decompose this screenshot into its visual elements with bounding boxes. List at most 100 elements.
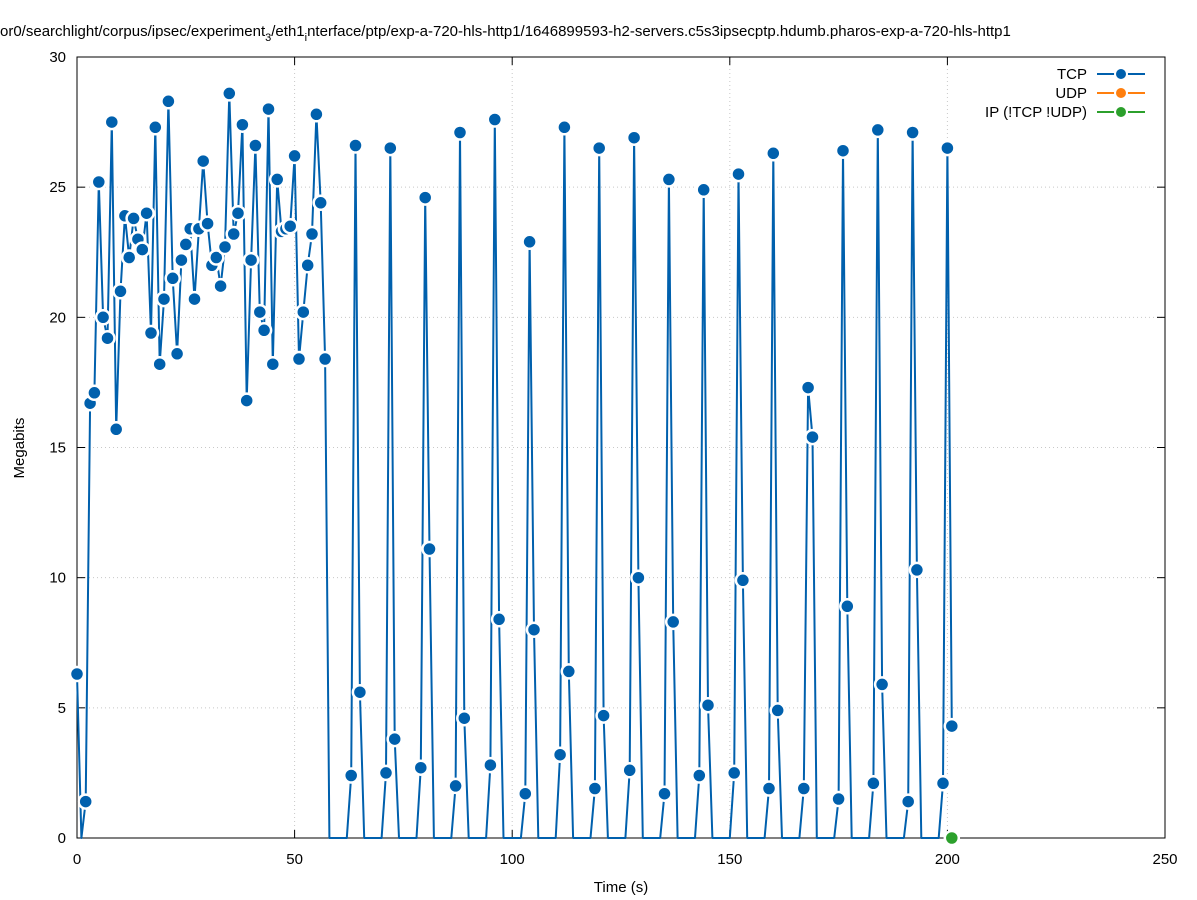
data-point (103, 113, 121, 131)
x-tick-label: 100 (500, 851, 525, 868)
data-point (699, 696, 717, 714)
data-point (308, 106, 325, 123)
data-point (873, 676, 891, 693)
y-tick-labels: 0 5 10 15 20 25 30 (49, 49, 66, 847)
data-point (939, 139, 956, 157)
data-point (765, 145, 782, 162)
y-tick-label: 15 (49, 440, 66, 457)
data-point (160, 93, 177, 110)
legend-label: UDP (1055, 85, 1087, 102)
series-line-tcp (76, 92, 953, 839)
data-point (290, 350, 308, 368)
data-point (691, 767, 708, 784)
data-point (134, 241, 151, 258)
data-point (760, 780, 778, 797)
data-point (199, 215, 216, 232)
data-point (155, 290, 173, 308)
data-point (90, 173, 108, 191)
data-point (482, 756, 499, 774)
data-point (238, 392, 255, 409)
data-point (734, 572, 752, 589)
y-axis-label: Megabits (11, 418, 28, 479)
x-tick-label: 0 (73, 851, 81, 868)
data-point (94, 309, 112, 326)
y-tick-label: 25 (49, 179, 66, 196)
legend-label: IP (!TCP !UDP) (985, 104, 1087, 121)
data-point (295, 303, 312, 321)
legend-item-tcp: TCP (1057, 66, 1145, 83)
data-point (264, 355, 282, 373)
data-point (664, 613, 682, 631)
data-point (221, 85, 238, 102)
data-point (621, 762, 638, 779)
data-point (86, 384, 103, 402)
y-tick-label: 0 (58, 830, 66, 847)
data-point (208, 249, 225, 266)
data-point (68, 665, 86, 683)
data-point (695, 181, 712, 199)
data-point (247, 137, 264, 154)
data-point (164, 270, 181, 287)
data-point (147, 119, 164, 136)
x-tick-labels: 0 50 100 150 200 250 (73, 851, 1178, 868)
x-tick-label: 250 (1152, 851, 1177, 868)
data-point (934, 775, 952, 792)
data-point (412, 759, 430, 776)
data-point (943, 717, 961, 735)
legend-item-udp: UDP (1055, 85, 1145, 102)
y-tick-label: 30 (49, 49, 66, 66)
data-point (490, 611, 508, 628)
data-point (869, 121, 887, 139)
series-tcp (68, 85, 961, 839)
data-point (456, 709, 473, 727)
data-point (804, 428, 821, 446)
legend-label: TCP (1057, 66, 1087, 83)
data-point (521, 233, 538, 251)
data-point (421, 540, 438, 558)
x-tick-label: 150 (717, 851, 742, 868)
data-point (660, 171, 678, 188)
data-point (586, 780, 604, 797)
data-point (769, 702, 786, 719)
data-point (377, 764, 395, 782)
data-point (312, 194, 329, 212)
y-tick-label: 5 (58, 700, 66, 717)
data-point (556, 119, 573, 136)
data-point (865, 775, 882, 792)
chart-title: or0/searchlight/corpus/ipsec/experiment3… (0, 23, 1011, 44)
data-point (255, 322, 273, 339)
data-point (382, 139, 399, 157)
legend-marker (1114, 105, 1128, 119)
data-point (447, 777, 464, 795)
data-point (229, 204, 247, 222)
data-point (77, 793, 94, 810)
data-point (120, 249, 138, 266)
y-tick-label: 10 (49, 570, 66, 587)
data-point (299, 257, 316, 274)
legend-marker (1114, 67, 1128, 81)
x-axis-label: Time (s) (594, 879, 648, 896)
data-point (234, 116, 251, 133)
data-point (725, 764, 743, 782)
x-tick-label: 50 (286, 851, 303, 868)
series-ip (943, 829, 961, 847)
data-point (107, 421, 125, 438)
data-point (451, 124, 469, 141)
legend: TCP UDP IP (!TCP !UDP) (985, 66, 1145, 121)
data-point (216, 238, 234, 256)
data-point (173, 251, 190, 269)
data-point (99, 329, 116, 347)
data-point (212, 277, 229, 295)
data-point (138, 204, 155, 222)
data-point (151, 355, 168, 373)
y-tick-label: 20 (49, 309, 66, 326)
data-point (242, 251, 260, 269)
data-point (943, 829, 961, 847)
data-point (551, 746, 569, 763)
data-point (899, 793, 917, 810)
data-point (316, 350, 334, 368)
data-point (595, 707, 612, 724)
data-point (525, 621, 543, 638)
data-point (486, 111, 504, 128)
